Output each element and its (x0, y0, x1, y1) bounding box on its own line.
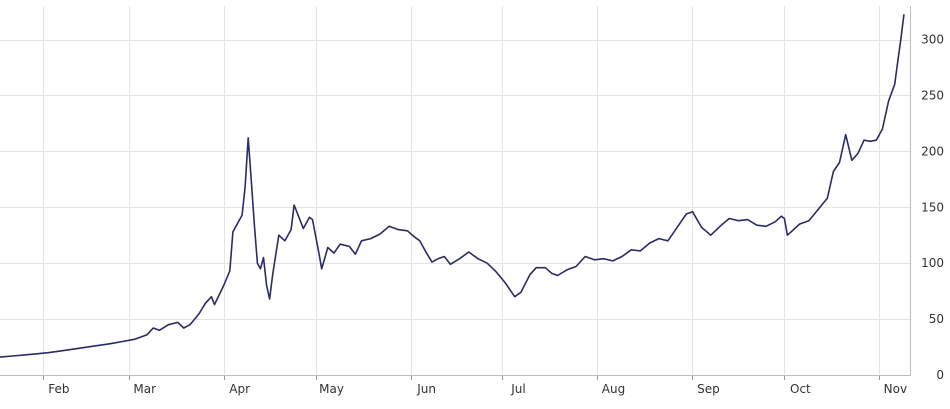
y-tick-label: 250 (921, 88, 944, 102)
x-tick-label: Mar (133, 382, 156, 396)
horizontal-gridlines (0, 40, 910, 320)
x-tick-label: Jun (416, 382, 436, 396)
x-axis-tick-labels: Feb Mar Apr May Jun Jul Aug Sep Oct Nov (48, 382, 907, 396)
y-tick-label: 200 (921, 144, 944, 158)
y-tick-label: 150 (921, 200, 944, 214)
x-tick-label: Jul (510, 382, 525, 396)
series-group (0, 14, 905, 358)
x-tick-label: Nov (884, 382, 907, 396)
x-tick-label: May (319, 382, 344, 396)
y-tick-label: 0 (936, 368, 944, 382)
y-axis-tick-labels: 0 50 100 150 200 250 300 (921, 33, 944, 382)
y-tick-label: 50 (929, 312, 944, 326)
x-tick-label: Aug (602, 382, 625, 396)
y-tick-label: 300 (921, 33, 944, 47)
vertical-gridlines (43, 6, 880, 375)
axes (0, 6, 911, 380)
x-tick-label: Apr (229, 382, 250, 396)
series-line (0, 14, 905, 358)
x-tick-label: Feb (48, 382, 69, 396)
y-tick-label: 100 (921, 256, 944, 270)
x-tick-label: Oct (790, 382, 811, 396)
x-tick-label: Sep (697, 382, 720, 396)
